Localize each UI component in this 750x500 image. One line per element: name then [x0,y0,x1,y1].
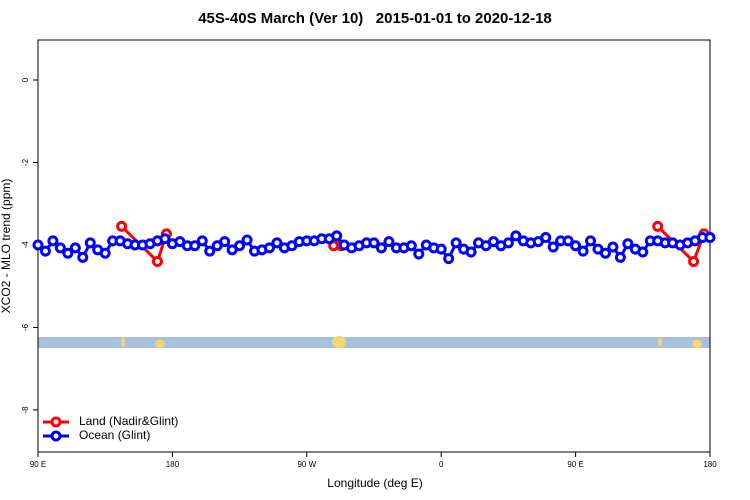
data-point [368,237,380,249]
data-point [271,237,283,249]
data-point [614,251,626,263]
data-point [570,240,582,252]
mask-land [121,337,125,347]
data-point [599,247,611,259]
land-mask [38,336,710,348]
data-point [116,220,128,232]
mask-land [692,340,702,348]
x-tick-label: 90 E [30,460,46,469]
data-point [77,251,89,263]
data-point [159,233,171,245]
data-point [241,234,253,246]
data-point [450,237,462,249]
x-axis-label: Longitude (deg E) [327,476,422,490]
data-point [54,242,66,254]
y-tick-label: -4 [21,241,30,249]
data-point [47,235,59,247]
data-point [331,230,343,242]
mask-land [658,338,662,346]
x-tick-label: 0 [439,460,444,469]
data-point [637,246,649,258]
data-point [39,245,51,257]
data-point [405,240,417,252]
data-point [443,253,455,265]
data-point [234,240,246,252]
y-tick-label: -8 [21,406,30,414]
data-point [151,255,163,267]
x-tick-label: 90 W [297,460,316,469]
data-point [465,246,477,258]
data-point [688,255,700,267]
data-point [383,236,395,248]
x-tick-label: 180 [703,460,717,469]
x-tick-label: 90 E [567,460,583,469]
data-point [196,235,208,247]
data-point [263,242,275,254]
data-point [704,232,716,244]
data-point [99,247,111,259]
data-point [585,235,597,247]
mask-land [155,340,165,348]
mask-land [332,336,346,348]
data-point [435,243,447,255]
data-point [413,248,425,260]
data-point [607,241,619,253]
data-point [219,236,231,248]
mask-strip [38,337,710,348]
legend-marker [50,430,62,442]
data-point [577,245,589,257]
data-point [510,230,522,242]
x-tick-label: 180 [166,460,180,469]
legend-label: Ocean (Glint) [79,428,150,442]
data-point [32,239,44,251]
data-point [562,235,574,247]
data-point [547,241,559,253]
data-point [622,238,634,250]
data-point [540,232,552,244]
data-point [375,242,387,254]
data-point [69,242,81,254]
legend-marker [50,416,62,428]
y-tick-label: 0 [21,77,30,82]
legend-label: Land (Nadir&Glint) [79,414,178,428]
data-point [652,220,664,232]
y-tick-label: -6 [21,323,30,331]
data-point [84,237,96,249]
y-axis-label: XCO2 - MLO trend (ppm) [0,179,13,314]
y-tick-label: -2 [21,158,30,166]
data-point [62,247,74,259]
data-point [189,240,201,252]
chart-title: 45S-40S March (Ver 10) 2015-01-01 to 202… [198,10,552,27]
data-point [204,245,216,257]
data-point [502,237,514,249]
